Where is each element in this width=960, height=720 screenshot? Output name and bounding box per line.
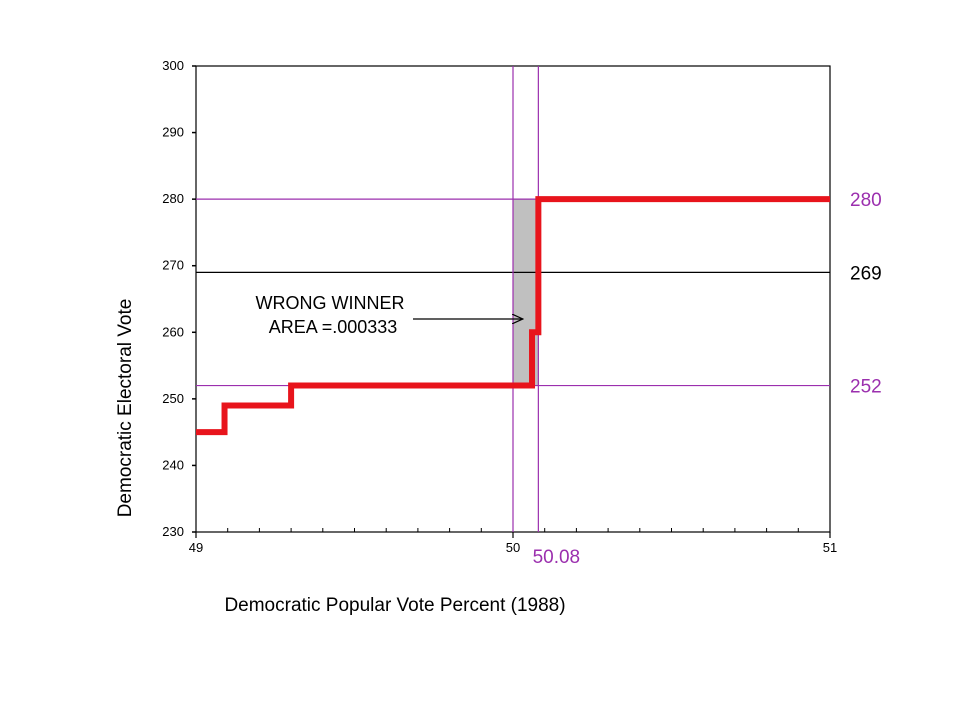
x-tick-label-50: 50 [506,540,520,555]
y-tick-label-290: 290 [162,125,184,140]
annotation-line-1: WRONG WINNER [256,293,405,313]
y-tick-label-250: 250 [162,391,184,406]
annotation-line-2: AREA =.000333 [269,317,398,337]
y-tick-label-270: 270 [162,258,184,273]
y-tick-label-300: 300 [162,58,184,73]
y-tick-label-280: 280 [162,191,184,206]
ref-label-y-269: 269 [850,263,882,284]
step-series-0 [196,196,830,436]
x-tick-label-49: 49 [189,540,203,555]
wrong-winner-annotation: WRONG WINNER AREA =.000333 [256,293,405,337]
y-tick-label-240: 240 [162,457,184,472]
ref-label-y-252: 252 [850,377,882,398]
y-tick-label-260: 260 [162,324,184,339]
ref-label-x-50-08: 50.08 [533,547,581,568]
y-tick-label-230: 230 [162,524,184,539]
x-tick-label-51: 51 [823,540,837,555]
y-axis-title: Democratic Electoral Vote [115,299,136,518]
ref-label-y-280: 280 [850,190,882,211]
x-axis-title: Democratic Popular Vote Percent (1988) [224,595,565,616]
